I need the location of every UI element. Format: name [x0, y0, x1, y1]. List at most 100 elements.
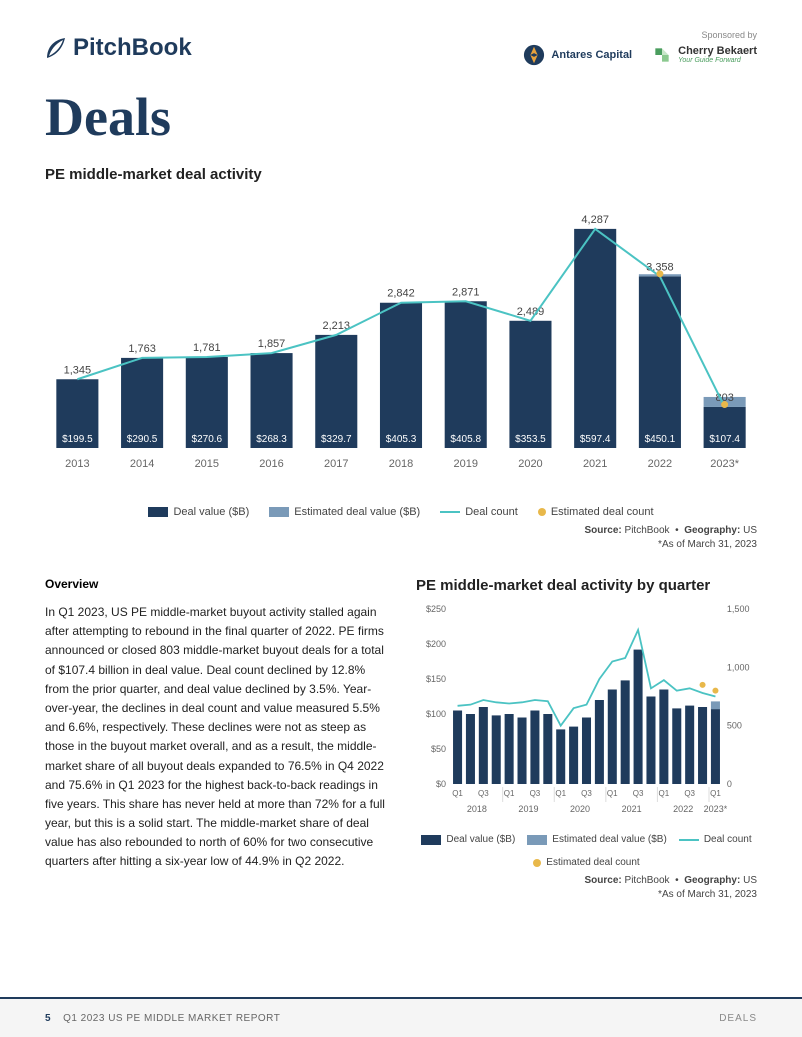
legend-est-value-label: Estimated deal value ($B) — [294, 506, 420, 518]
swatch-q-deal-value — [421, 835, 441, 845]
pitchbook-logo-text: PitchBook — [73, 34, 192, 62]
svg-text:Q3: Q3 — [684, 789, 695, 798]
footer-report-title: Q1 2023 US PE MIDDLE MARKET REPORT — [63, 1013, 280, 1024]
svg-text:2023*: 2023* — [704, 804, 728, 814]
q-asof-value: *As of March 31, 2023 — [658, 889, 757, 900]
svg-text:$199.5: $199.5 — [62, 434, 93, 445]
legend-q-deal-count: Deal count — [679, 834, 752, 845]
svg-text:2022: 2022 — [673, 804, 693, 814]
legend-q-est-count-label: Estimated deal count — [546, 857, 639, 868]
svg-text:Q3: Q3 — [633, 789, 644, 798]
svg-text:Q1: Q1 — [710, 789, 721, 798]
swatch-est-count — [538, 508, 546, 516]
svg-text:2019: 2019 — [453, 458, 477, 470]
sponsor-logos: Antares Capital Cherry Bekaert Your Guid… — [523, 44, 757, 66]
svg-text:2013: 2013 — [65, 458, 89, 470]
swatch-q-est-count — [533, 859, 541, 867]
svg-text:$405.3: $405.3 — [386, 434, 417, 445]
svg-text:Q1: Q1 — [607, 789, 618, 798]
svg-text:1,345: 1,345 — [64, 364, 92, 376]
swatch-deal-count — [440, 511, 460, 513]
page: PitchBook Sponsored by Antares Capital — [0, 0, 802, 1037]
svg-text:2017: 2017 — [324, 458, 348, 470]
q-source-prefix: Source: — [585, 875, 625, 886]
sponsor-cherry-text: Cherry Bekaert Your Guide Forward — [678, 46, 757, 64]
svg-text:$0: $0 — [436, 779, 446, 789]
pitchbook-icon — [45, 36, 69, 60]
legend-est-count: Estimated deal count — [538, 506, 654, 518]
svg-text:$597.4: $597.4 — [580, 434, 611, 445]
source-value: PitchBook — [625, 525, 670, 536]
quarter-chart: $0$50$100$150$200$25005001,0001,500Q1Q3Q… — [416, 604, 757, 824]
geo-value: US — [743, 525, 757, 536]
svg-text:Q1: Q1 — [659, 789, 670, 798]
q-geo-prefix: Geography: — [684, 875, 743, 886]
legend-q-est-value: Estimated deal value ($B) — [527, 834, 667, 845]
svg-text:$329.7: $329.7 — [321, 434, 352, 445]
main-chart-source: Source: PitchBook • Geography: US *As of… — [45, 524, 757, 552]
svg-text:2023*: 2023* — [710, 458, 739, 470]
svg-text:2020: 2020 — [570, 804, 590, 814]
asof-value: *As of March 31, 2023 — [658, 539, 757, 550]
svg-text:2022: 2022 — [648, 458, 672, 470]
pitchbook-logo: PitchBook — [45, 34, 192, 62]
quarter-chart-column: PE middle-market deal activity by quarte… — [416, 577, 757, 902]
svg-text:1,781: 1,781 — [193, 342, 221, 354]
overview-body: In Q1 2023, US PE middle-market buyout a… — [45, 603, 386, 872]
header: PitchBook Sponsored by Antares Capital — [45, 30, 757, 66]
svg-text:2015: 2015 — [195, 458, 219, 470]
svg-text:Q1: Q1 — [555, 789, 566, 798]
svg-text:$405.8: $405.8 — [450, 434, 481, 445]
main-chart-legend: Deal value ($B) Estimated deal value ($B… — [45, 506, 757, 518]
legend-q-est-count: Estimated deal count — [533, 857, 639, 868]
svg-text:1,763: 1,763 — [128, 343, 156, 355]
overview-heading: Overview — [45, 577, 386, 591]
legend-q-deal-count-label: Deal count — [704, 834, 752, 845]
svg-text:$290.5: $290.5 — [127, 434, 158, 445]
legend-q-deal-value-label: Deal value ($B) — [446, 834, 515, 845]
svg-text:1,000: 1,000 — [727, 662, 750, 672]
svg-text:$100: $100 — [426, 709, 446, 719]
sponsors-block: Sponsored by Antares Capital — [523, 30, 757, 66]
svg-text:2019: 2019 — [518, 804, 538, 814]
legend-est-count-label: Estimated deal count — [551, 506, 654, 518]
legend-deal-value-label: Deal value ($B) — [173, 506, 249, 518]
legend-deal-value: Deal value ($B) — [148, 506, 249, 518]
svg-text:$450.1: $450.1 — [645, 434, 676, 445]
svg-text:Q3: Q3 — [530, 789, 541, 798]
antares-icon — [523, 44, 545, 66]
svg-text:2016: 2016 — [259, 458, 283, 470]
svg-text:$200: $200 — [426, 639, 446, 649]
svg-text:0: 0 — [727, 779, 732, 789]
quarter-chart-source: Source: PitchBook • Geography: US *As of… — [416, 874, 757, 902]
svg-text:2014: 2014 — [130, 458, 154, 470]
svg-text:$268.3: $268.3 — [256, 434, 287, 445]
svg-text:$107.4: $107.4 — [709, 434, 740, 445]
page-footer: 5 Q1 2023 US PE MIDDLE MARKET REPORT DEA… — [0, 997, 802, 1037]
swatch-deal-value — [148, 507, 168, 517]
legend-q-est-value-label: Estimated deal value ($B) — [552, 834, 667, 845]
svg-text:Q1: Q1 — [504, 789, 515, 798]
svg-text:$270.6: $270.6 — [192, 434, 223, 445]
quarter-chart-title: PE middle-market deal activity by quarte… — [416, 577, 757, 594]
svg-text:1,500: 1,500 — [727, 604, 750, 614]
main-chart: $199.5 1,345 2013 $290.5 1,763 2014 $270.6 1,78… — [45, 193, 757, 473]
swatch-q-est-value — [527, 835, 547, 845]
quarter-chart-legend: Deal value ($B) Estimated deal value ($B… — [416, 834, 757, 868]
svg-text:Q1: Q1 — [452, 789, 463, 798]
overview-column: Overview In Q1 2023, US PE middle-market… — [45, 577, 386, 902]
sponsor-cherry-tag: Your Guide Forward — [678, 57, 757, 64]
svg-text:1,857: 1,857 — [258, 338, 286, 350]
svg-text:Q3: Q3 — [581, 789, 592, 798]
svg-text:4,287: 4,287 — [581, 214, 609, 226]
legend-est-value: Estimated deal value ($B) — [269, 506, 420, 518]
svg-text:2018: 2018 — [389, 458, 413, 470]
svg-text:2020: 2020 — [518, 458, 542, 470]
svg-text:$50: $50 — [431, 744, 446, 754]
sponsor-cherry-label: Cherry Bekaert — [678, 46, 757, 57]
svg-text:500: 500 — [727, 721, 742, 731]
source-prefix: Source: — [585, 525, 625, 536]
two-column-section: Overview In Q1 2023, US PE middle-market… — [45, 577, 757, 902]
q-geo-value: US — [743, 875, 757, 886]
q-source-value: PitchBook — [625, 875, 670, 886]
